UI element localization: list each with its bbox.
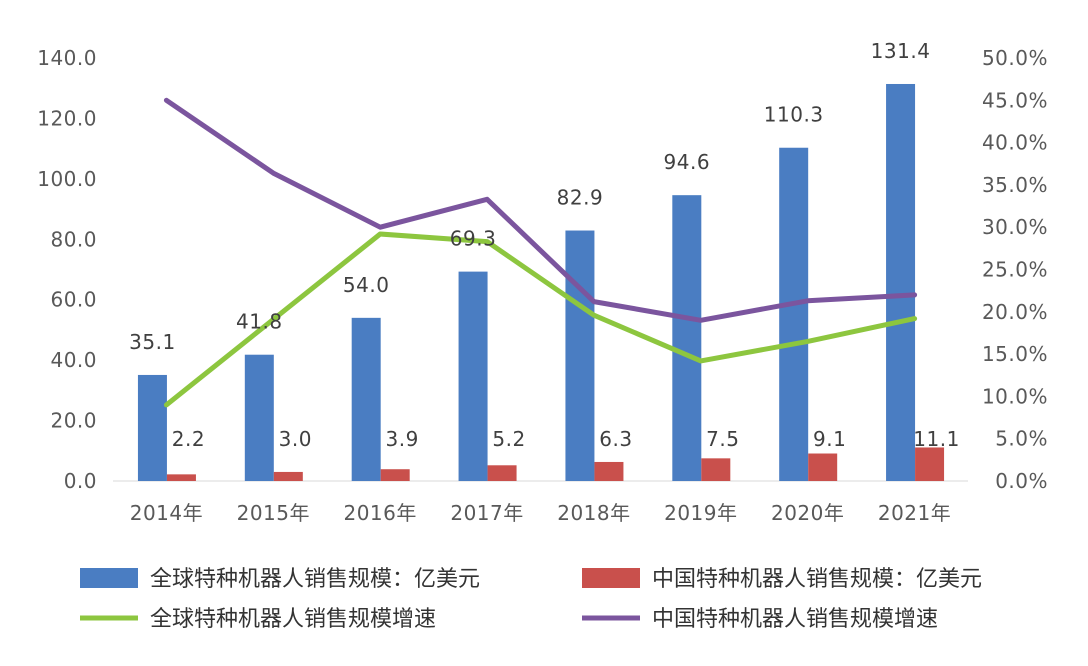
right-axis-tick-label: 10.0% xyxy=(982,384,1048,408)
china-growth-line xyxy=(163,97,918,323)
legend: 全球特种机器人销售规模：亿美元 中国特种机器人销售规模：亿美元全球特种机器人销售规… xyxy=(80,567,982,632)
legend-item: 全球特种机器人销售规模增速 xyxy=(80,607,436,632)
right-axis-tick-label: 15.0% xyxy=(982,342,1048,366)
x-axis-tick-label: 2014年 xyxy=(130,501,203,525)
china-sales-bar xyxy=(915,447,945,481)
right-axis-tick-label: 5.0% xyxy=(995,427,1048,451)
legend-label: 中国特种机器人销售规模：亿美元 xyxy=(652,567,982,592)
china-sales-data-label: 7.5 xyxy=(706,427,739,451)
global-sales-data-label: 69.3 xyxy=(450,227,497,251)
left-axis-tick-label: 140.0 xyxy=(37,46,97,70)
x-axis-tick-label: 2021年 xyxy=(878,501,951,525)
china-sales-data-label: 9.1 xyxy=(813,427,846,451)
x-axis-tick-label: 2015年 xyxy=(237,501,310,525)
x-axis-tick-label: 2018年 xyxy=(557,501,630,525)
global-sales-data-label: 41.8 xyxy=(236,310,283,334)
global-sales-bar xyxy=(565,230,595,481)
legend-item: 中国特种机器人销售规模：亿美元 xyxy=(582,567,982,592)
china-sales-data-label: 2.2 xyxy=(172,427,205,451)
global-sales-bar xyxy=(351,317,381,481)
china-sales-data-label: 3.0 xyxy=(279,427,312,451)
china-sales-bar xyxy=(808,453,838,481)
global-sales-data-label: 54.0 xyxy=(343,273,390,297)
legend-item: 中国特种机器人销售规模增速 xyxy=(582,607,938,632)
global-sales-bar xyxy=(137,374,167,481)
right-axis-tick-label: 45.0% xyxy=(982,88,1048,112)
global-sales-bar xyxy=(244,354,274,481)
left-axis-tick-label: 120.0 xyxy=(37,106,97,130)
china-sales-bar xyxy=(487,465,517,481)
china-sales-bar xyxy=(273,471,303,481)
china-sales-bar xyxy=(701,458,731,481)
x-axis-tick-label: 2020年 xyxy=(771,501,844,525)
x-axis-tick-label: 2019年 xyxy=(664,501,737,525)
left-axis-tick-label: 60.0 xyxy=(50,288,97,312)
right-axis-tick-label: 0.0% xyxy=(995,469,1048,493)
left-axis-tick-label: 100.0 xyxy=(37,167,97,191)
right-axis-tick-label: 30.0% xyxy=(982,215,1048,239)
legend-label: 全球特种机器人销售规模：亿美元 xyxy=(150,567,480,592)
global-sales-bar xyxy=(458,271,488,481)
global-sales-data-label: 94.6 xyxy=(664,150,711,174)
left-axis-tick-label: 20.0 xyxy=(50,409,97,433)
x-axis-tick-label: 2016年 xyxy=(343,501,416,525)
legend-swatch xyxy=(80,568,138,588)
china-sales-bar xyxy=(166,474,196,481)
legend-label: 中国特种机器人销售规模增速 xyxy=(652,607,938,632)
china-sales-data-label: 6.3 xyxy=(599,427,632,451)
global-sales-data-label: 82.9 xyxy=(557,186,604,210)
right-axis-tick-label: 50.0% xyxy=(982,46,1048,70)
x-axis-tick-label: 2017年 xyxy=(450,501,523,525)
global-sales-data-label: 110.3 xyxy=(764,103,824,127)
global-sales-bar xyxy=(672,195,702,481)
right-axis-tick-label: 20.0% xyxy=(982,300,1048,324)
right-axis-tick-label: 35.0% xyxy=(982,173,1048,197)
global-sales-bar xyxy=(886,83,916,481)
china-sales-bar xyxy=(380,469,410,481)
legend-item: 全球特种机器人销售规模：亿美元 xyxy=(80,567,480,592)
china-sales-data-label: 5.2 xyxy=(492,427,525,451)
global-sales-data-label: 35.1 xyxy=(129,330,176,354)
left-axis-tick-label: 40.0 xyxy=(50,348,97,372)
global-sales-bar xyxy=(779,147,809,481)
china-sales-data-label: 11.1 xyxy=(913,427,960,451)
global-sales-data-label: 131.4 xyxy=(871,39,931,63)
left-axis-tick-label: 0.0 xyxy=(64,469,97,493)
bars-group xyxy=(137,83,945,481)
right-axis-tick-label: 40.0% xyxy=(982,131,1048,155)
china-sales-data-label: 3.9 xyxy=(386,427,419,451)
china-sales-bar xyxy=(594,461,624,481)
legend-label: 全球特种机器人销售规模增速 xyxy=(150,607,436,632)
right-axis-tick-label: 25.0% xyxy=(982,258,1048,282)
left-axis-tick-label: 80.0 xyxy=(50,227,97,251)
legend-swatch xyxy=(582,568,640,588)
global-growth-line xyxy=(163,231,918,408)
